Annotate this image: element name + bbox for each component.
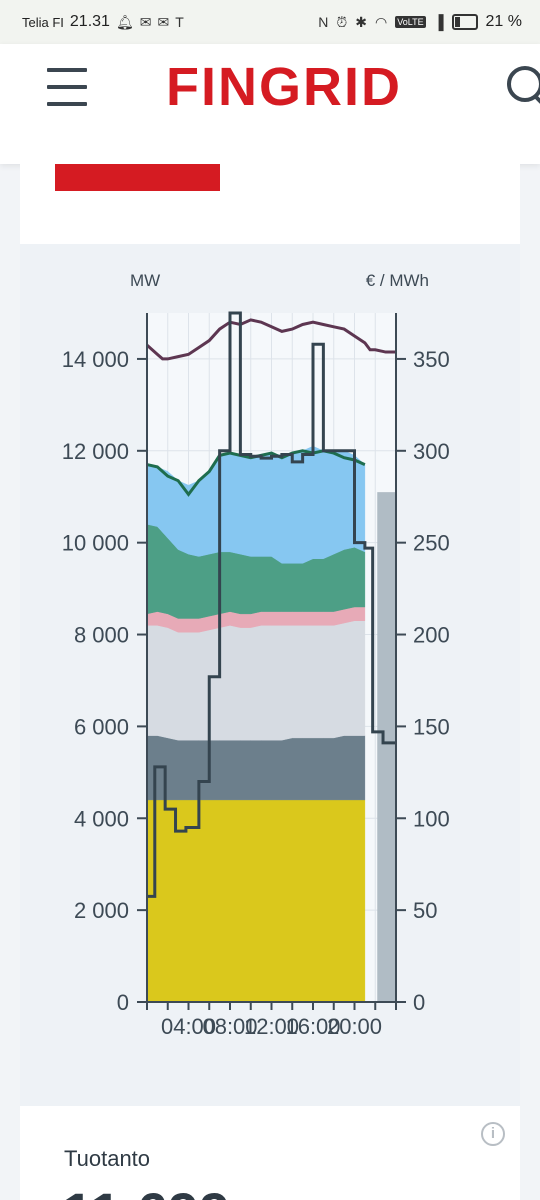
volte-icon: VoLTE	[395, 16, 426, 28]
right-tick-label: 300	[413, 439, 450, 464]
status-bar-right: N ⏰︎ ✱ ◠ VoLTE ▐ 21 %	[318, 13, 522, 31]
left-tick-label: 12 000	[62, 439, 129, 464]
status-time: 21.31	[69, 13, 110, 30]
nfc-icon: N	[318, 14, 329, 30]
band-light	[146, 620, 366, 741]
production-label: Tuotanto	[64, 1146, 151, 1171]
consumption-line	[146, 318, 396, 361]
fingrid-logo[interactable]: FINGRID	[166, 57, 402, 117]
right-tick-label: 350	[413, 347, 450, 372]
right-tick-label: 100	[413, 806, 450, 831]
x-tick-label: 12:00	[244, 1014, 299, 1039]
right-tick-label: 200	[413, 623, 450, 648]
alarm-icon: ⏰︎	[336, 13, 348, 30]
left-tick-label: 0	[117, 990, 129, 1015]
hamburger-menu-icon[interactable]	[47, 68, 87, 106]
left-tick-label: 4 000	[74, 806, 129, 831]
forecast-bar	[377, 492, 396, 1002]
carrier-label: Telia FI	[22, 14, 64, 30]
right-tick-label: 0	[413, 990, 425, 1015]
wifi-icon: ◠	[375, 13, 388, 30]
battery-percent: 21 %	[485, 13, 522, 30]
x-tick-label: 08:00	[202, 1014, 257, 1039]
right-axis-label: € / MWh	[366, 271, 429, 290]
left-tick-label: 6 000	[74, 714, 129, 739]
signal-icon: ▐	[433, 14, 444, 30]
band-dark	[146, 735, 366, 801]
tesla-icon: T	[175, 14, 184, 30]
battery-icon	[451, 14, 478, 30]
left-axis-label: MW	[130, 271, 160, 290]
bell-icon: 🔔︎	[115, 13, 134, 30]
search-icon[interactable]	[507, 66, 540, 108]
power-chart: 0 2 000 4 000 6 000 8 000 10 000 12 000 14 000 0…	[62, 271, 450, 1039]
x-tick-label: 20:00	[327, 1014, 382, 1039]
right-tick-label: 150	[413, 714, 450, 739]
bluetooth-icon: ✱	[355, 13, 368, 30]
section-accent-bar	[55, 164, 220, 191]
mail-icon: ✉︎	[157, 13, 170, 30]
left-tick-label: 8 000	[74, 623, 129, 648]
chart-panel: 0 2 000 4 000 6 000 8 000 10 000 12 000 14 000 0…	[20, 244, 520, 1106]
production-value: 11 699	[62, 1180, 230, 1200]
price-line	[147, 311, 396, 898]
status-bar-left: Telia FI 21.31 🔔︎ ✉︎ ✉︎ T	[22, 13, 184, 31]
production-card: Tuotanto 11 699 i	[20, 1106, 520, 1200]
status-bar: Telia FI 21.31 🔔︎ ✉︎ ✉︎ T N ⏰︎ ✱ ◠ VoLTE…	[0, 0, 540, 44]
x-tick-label: 04:00	[161, 1014, 216, 1039]
app-header: FINGRID	[0, 44, 540, 164]
right-tick-label: 250	[413, 531, 450, 556]
left-tick-label: 10 000	[62, 531, 129, 556]
mail-icon: ✉︎	[139, 13, 152, 30]
left-tick-label: 2 000	[74, 898, 129, 923]
info-icon[interactable]: i	[481, 1122, 505, 1146]
x-tick-label: 16:00	[285, 1014, 340, 1039]
left-tick-label: 14 000	[62, 347, 129, 372]
right-tick-label: 50	[413, 898, 437, 923]
